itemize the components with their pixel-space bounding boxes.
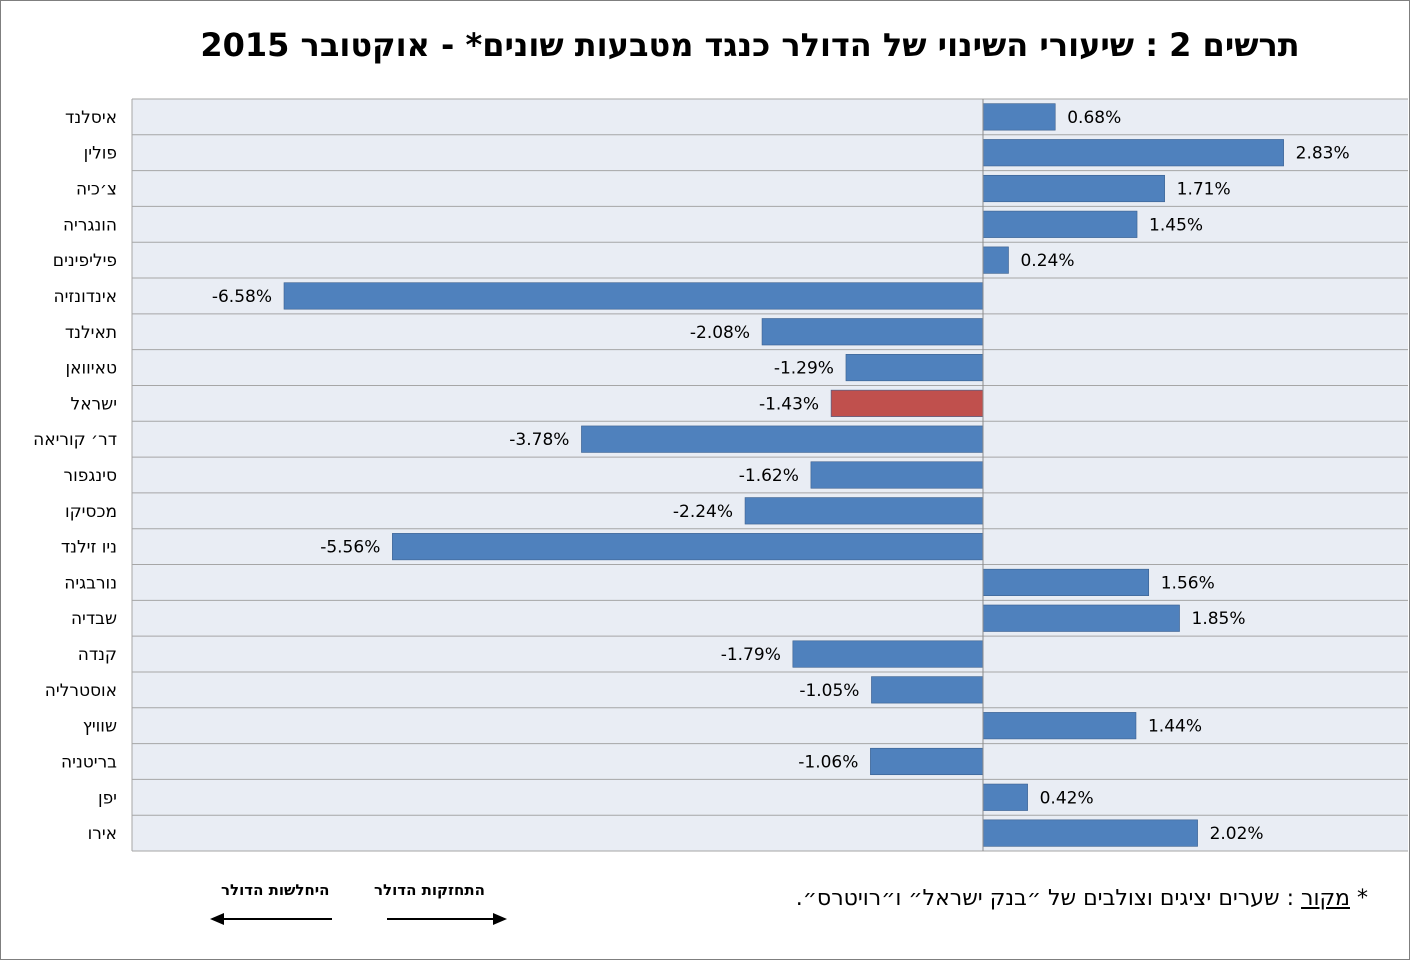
bar-series	[871, 676, 984, 704]
category-label: איסלנד	[65, 108, 117, 128]
right-arrow-icon	[493, 913, 507, 925]
category-label: פיליפינים	[53, 251, 117, 271]
data-label: -1.05%	[799, 681, 859, 701]
data-label: 2.02%	[1210, 824, 1264, 844]
category-label: אוסטרליה	[45, 681, 117, 701]
category-label: ישראל	[71, 394, 117, 414]
source-prefix: *	[1350, 886, 1368, 911]
category-label: קנדה	[78, 645, 117, 665]
data-label: 0.68%	[1067, 108, 1121, 128]
category-label: הונגריה	[63, 215, 117, 235]
chart-title: תרשים 2 : שיעורי השינוי של הדולר כנגד מט…	[200, 26, 1300, 64]
data-label: 1.56%	[1161, 573, 1215, 593]
bar-series	[982, 139, 1284, 167]
data-label: 1.44%	[1148, 717, 1202, 737]
category-label: צ׳כיה	[76, 180, 117, 200]
bar-series	[283, 282, 984, 310]
legend-weakening-label: היחלשות הדולר	[221, 881, 330, 899]
bar-series	[392, 533, 984, 561]
data-label: 0.24%	[1020, 251, 1074, 271]
bar-series	[845, 354, 984, 382]
data-label: -2.24%	[673, 502, 733, 522]
source-note: * מקור : שערים יציגים וצולבים של ״בנק יש…	[796, 886, 1368, 911]
category-label: ניו זילנד	[61, 538, 117, 558]
data-label: -1.06%	[798, 752, 858, 772]
bar-series	[581, 425, 984, 453]
data-label: 1.85%	[1192, 609, 1246, 629]
category-label: יפן	[98, 788, 117, 808]
bar-series	[982, 783, 1028, 811]
category-label: נורבגיה	[64, 573, 117, 593]
category-label: סינגפור	[64, 466, 118, 486]
data-label: -1.62%	[739, 466, 799, 486]
bar-series	[982, 819, 1198, 847]
category-label: אינדונזיה	[54, 287, 117, 307]
left-arrow-icon	[210, 913, 224, 925]
bar-highlight	[830, 389, 984, 417]
category-label: מכסיקו	[65, 502, 117, 522]
data-label: 1.45%	[1149, 215, 1203, 235]
data-label: -1.79%	[721, 645, 781, 665]
category-label: אירו	[88, 824, 117, 844]
category-label: שוויץ	[83, 717, 117, 737]
legend-strengthening-label: התחזקות הדולר	[374, 881, 485, 899]
source-label: מקור	[1301, 886, 1350, 911]
category-label: תאילנד	[65, 323, 117, 343]
data-label: -3.78%	[509, 430, 569, 450]
data-label: -6.58%	[212, 287, 272, 307]
category-label: בריטניה	[61, 752, 117, 772]
bar-series	[982, 712, 1137, 740]
bar-series	[982, 103, 1056, 131]
bar-series	[982, 174, 1165, 203]
data-label: 1.71%	[1177, 180, 1231, 200]
data-label: 0.42%	[1040, 788, 1094, 808]
category-label: פולין	[84, 144, 117, 164]
data-label: -2.08%	[690, 323, 750, 343]
bar-series	[744, 497, 984, 525]
category-label: שבדיה	[71, 609, 117, 629]
data-label: 2.83%	[1296, 144, 1350, 164]
data-label: -5.56%	[320, 538, 380, 558]
data-label: -1.43%	[759, 394, 819, 414]
category-label: טאיוואן	[66, 359, 117, 379]
plot-area	[132, 99, 1408, 851]
bar-series	[982, 246, 1009, 274]
source-text: : שערים יציגים וצולבים של ״בנק ישראל״ ו״…	[795, 886, 1295, 911]
bar-series	[810, 461, 984, 489]
data-label: -1.29%	[774, 359, 834, 379]
category-label: דר׳ קוריאה	[33, 430, 117, 450]
bar-series	[870, 747, 984, 776]
